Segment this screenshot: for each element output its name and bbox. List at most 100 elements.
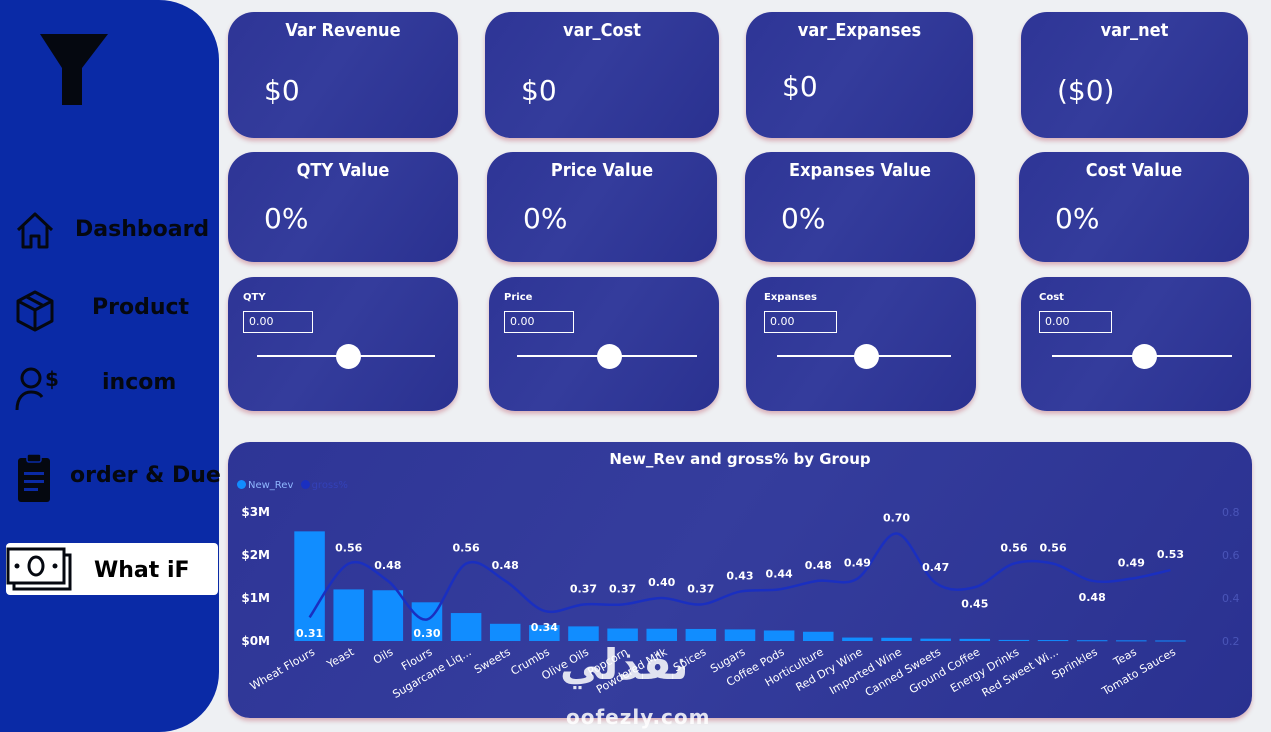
gross-data-label: 0.40: [648, 576, 675, 589]
y-tick-label: $1M: [241, 591, 270, 605]
bar: [724, 629, 756, 641]
gross-data-label: 0.45: [961, 597, 988, 610]
kpi-title: var_net: [1100, 20, 1169, 41]
slider-card-price: Price 0.00: [489, 277, 719, 411]
chart-title: New_Rev and gross% by Group: [609, 450, 871, 468]
percent-card-cost: Cost Value 0%: [1019, 152, 1249, 262]
kpi-title: var_Expanses: [797, 20, 922, 41]
slider-card-expanses: Expanses 0.00: [746, 277, 976, 411]
sidebar-item-label: Product: [92, 295, 190, 320]
sidebar-item-product[interactable]: Product: [0, 283, 219, 333]
slider-thumb[interactable]: [336, 344, 361, 369]
sidebar-item-dashboard[interactable]: Dashboard: [0, 204, 219, 254]
gross-data-label: 0.53: [1157, 548, 1184, 561]
percent-title: Cost Value: [1085, 160, 1183, 181]
y-right-tick-label: 0.8: [1222, 506, 1240, 519]
sidebar: Dashboard Product $ incom order & Due: [0, 0, 221, 732]
y-right-tick-label: 0.4: [1222, 592, 1240, 605]
slider-card-qty: QTY 0.00: [228, 277, 458, 411]
category-label: Spices: [671, 645, 709, 674]
bar-line-chart[interactable]: $0M $1M $2M $3M 0.2 0.4 0.6 0.8 0.31 0.56 0.48 0.30…: [228, 442, 1252, 718]
bar: [1076, 640, 1108, 642]
category-label: Wheat Flours: [248, 645, 318, 693]
bar: [1116, 640, 1147, 642]
gross-data-label: 0.47: [922, 561, 949, 574]
percent-title: Expanses Value: [789, 160, 931, 181]
gross-data-label: 0.31: [296, 627, 323, 640]
kpi-card-var-cost: var_Cost $0: [485, 12, 719, 138]
bar: [803, 631, 834, 641]
box-icon: [16, 290, 54, 332]
kpi-card-var-expanses: var_Expanses $0: [746, 12, 973, 138]
cost-value-input[interactable]: 0.00: [1039, 311, 1112, 333]
sidebar-item-order-due[interactable]: order & Due: [0, 446, 221, 502]
bar: [529, 625, 560, 641]
bar: [568, 626, 599, 641]
legend-dot-new-rev: [237, 480, 246, 489]
gross-data-label: 0.56: [1000, 542, 1027, 555]
category-label: Yeast: [324, 645, 357, 672]
slider-label: QTY: [243, 292, 266, 303]
slider-card-cost: Cost 0.00: [1021, 277, 1251, 411]
bar: [450, 613, 482, 641]
price-value-input[interactable]: 0.00: [504, 311, 574, 333]
slider-thumb[interactable]: [854, 344, 879, 369]
sidebar-item-label: incom: [102, 370, 177, 395]
sidebar-item-label: order & Due: [70, 463, 221, 488]
sidebar-item-what-if[interactable]: What iF: [6, 543, 218, 595]
y-tick-label: $2M: [241, 548, 270, 562]
y-right-tick-label: 0.2: [1222, 635, 1240, 648]
chart-legend: New_Rev gross%: [237, 480, 348, 491]
gross-data-label: 0.48: [1079, 591, 1106, 604]
gross-data-label: 0.70: [883, 512, 910, 525]
gross-data-label: 0.48: [805, 559, 832, 572]
sidebar-item-incom[interactable]: $ incom: [0, 358, 219, 411]
svg-text:$: $: [45, 367, 59, 391]
gross-data-label: 0.34: [531, 621, 558, 634]
gross-data-label: 0.37: [609, 582, 636, 595]
filter-icon[interactable]: [38, 32, 110, 107]
gross-data-label: 0.49: [1118, 557, 1145, 570]
percent-card-price: Price Value 0%: [487, 152, 717, 262]
clipboard-icon: [18, 453, 50, 502]
bar: [1037, 640, 1069, 642]
percent-value: 0%: [781, 202, 826, 235]
bar: [959, 638, 991, 641]
gross-data-label: 0.30: [413, 627, 440, 640]
bar: [294, 531, 325, 641]
bar: [881, 637, 912, 641]
y-right-tick-label: 0.6: [1222, 549, 1240, 562]
bar: [842, 637, 873, 641]
bar: [333, 589, 364, 641]
bar: [763, 630, 795, 641]
home-icon: [16, 212, 54, 249]
slider-thumb[interactable]: [1132, 344, 1157, 369]
slider-label: Cost: [1039, 292, 1064, 303]
kpi-title: var_Cost: [563, 20, 641, 41]
bar: [1155, 640, 1186, 642]
slider-label: Expanses: [764, 292, 817, 303]
kpi-card-var-revenue: Var Revenue $0: [228, 12, 458, 138]
kpi-value: $0: [264, 74, 300, 107]
gross-data-label: 0.44: [766, 567, 793, 580]
gross-data-label: 0.48: [492, 559, 519, 572]
sidebar-item-label: What iF: [94, 558, 190, 583]
y-tick-label: $3M: [241, 505, 270, 519]
bar: [998, 639, 1030, 641]
gross-data-label: 0.56: [453, 542, 480, 555]
gross-data-label: 0.43: [726, 570, 753, 583]
qty-value-input[interactable]: 0.00: [243, 311, 313, 333]
expanses-value-input[interactable]: 0.00: [764, 311, 837, 333]
bar: [646, 628, 677, 641]
bar: [920, 638, 951, 641]
category-label: Oils: [371, 645, 395, 667]
sidebar-item-label: Dashboard: [75, 217, 210, 242]
kpi-title: Var Revenue: [285, 20, 401, 41]
legend-label: gross%: [311, 480, 348, 491]
slider-thumb[interactable]: [597, 344, 622, 369]
gross-data-label: 0.37: [687, 582, 714, 595]
gross-data-label: 0.49: [844, 557, 871, 570]
percent-title: Price Value: [550, 160, 654, 181]
category-label: Tomato Sauces: [1099, 645, 1178, 698]
user-dollar-icon: $: [15, 367, 59, 411]
